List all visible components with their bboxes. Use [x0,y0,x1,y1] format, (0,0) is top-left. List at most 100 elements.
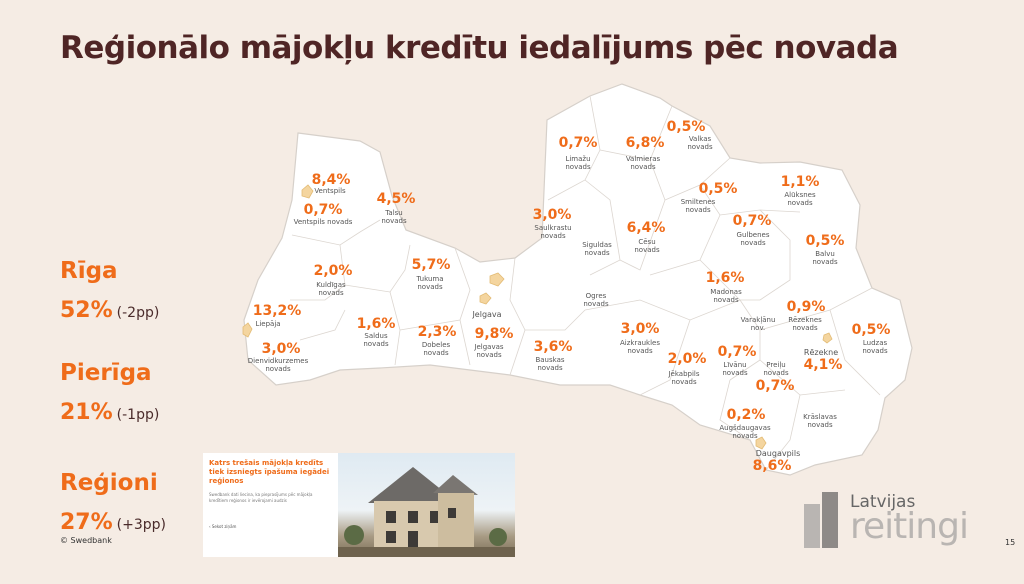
stat-pieriga-label: Pierīga [60,360,152,386]
logo-mark-icon [804,492,838,548]
tukuma-pct: 5,7% [411,257,451,273]
aluksnes-pct: 1,1% [780,174,820,190]
kuldigas-name: Kuldīgas novads [316,281,346,297]
latvijas-reitingi-logo: Latvijas reitingi [800,490,1000,550]
bauskas-name: Bauskas novads [535,356,565,372]
dienvidkurzemes-name: Dienvidkurzemes novads [247,357,309,373]
credit-text: © Swedbank [60,536,112,545]
ogres-name: Ogres novads [583,292,609,308]
kraslavas-name: Krāslavas novads [803,413,837,429]
rezekne-city-shape [822,332,833,344]
news-card[interactable]: Katrs trešais mājokļa kredīts tiek izsni… [203,453,515,557]
dobeles-name: Dobeles novads [421,341,451,357]
page-title: Reģionālo mājokļu kredītu iedalījums pēc… [60,30,899,66]
saulkrastu-pct: 3,0% [532,207,572,223]
dienvidkurzemes-pct: 3,0% [261,341,301,357]
house-photo [338,453,515,557]
liepaja-pct: 13,2% [252,303,302,319]
stat-pieriga-delta: (-1pp) [116,407,160,423]
ventspils-novads-pct: 0,7% [303,202,343,218]
stat-regioni-value: 27% (+3pp) [60,510,166,535]
talsu-pct: 4,5% [376,191,416,207]
stat-riga-label: Rīga [60,258,118,284]
page-number: 15 [1005,538,1016,547]
jelgavas-pct: 9,8% [474,326,514,342]
stat-riga-delta: (-2pp) [116,305,160,321]
rezekne-pct: 4,1% [803,357,843,373]
tukuma-name: Tukuma novads [416,275,444,291]
news-card-headline: Katrs trešais mājokļa kredīts tiek izsni… [209,459,330,486]
stat-riga-value: 52% (-2pp) [60,298,159,323]
ventspils-name: Ventspils [314,187,346,195]
preilu-name: Preiļu novads [763,361,789,377]
preilu-pct: 0,7% [755,378,795,394]
jelgavas-name: Jelgavas novads [474,343,504,359]
ventspils-pct: 8,4% [311,172,351,188]
stat-regioni-label: Reģioni [60,470,158,496]
daugavpils-pct: 8,6% [752,458,792,474]
bauskas-pct: 3,6% [533,339,573,355]
balvu-pct: 0,5% [805,233,845,249]
ludzas-pct: 0,5% [851,322,891,338]
jelgava-name: Jelgava [472,310,502,319]
cesu-name: Cēsu novads [634,238,660,254]
ventspils-city-shape [301,184,314,199]
saldus-pct: 1,6% [356,316,396,332]
logo-bottom-text: reitingi [850,506,969,547]
stat-regioni-delta: (+3pp) [116,517,167,533]
jekabpils-name: Jēkabpils novads [668,370,700,386]
smiltenes-name: Smiltenes novads [680,198,716,214]
aluksnes-name: Alūksnes novads [784,191,816,207]
rezekne-name: Rēzekne [803,348,839,357]
livanu-pct: 0,7% [717,344,757,360]
valmieras-pct: 6,8% [625,135,665,151]
daugavpils-city-shape [755,436,767,450]
news-card-text: Katrs trešais mājokļa kredīts tiek izsni… [203,453,338,557]
jelgava-city-shape [479,292,492,305]
news-card-button-label: Sekot ziņām [211,524,237,529]
ventspils-novads-name: Ventspils novads [293,218,353,226]
balvu-name: Balvu novads [812,250,838,266]
news-card-button[interactable]: ‹ Sekot ziņām [209,524,237,529]
saldus-name: Saldus novads [363,332,389,348]
stat-pieriga-value: 21% (-1pp) [60,400,159,425]
stat-regioni-percent: 27% [60,510,113,535]
saulkrastu-name: Saulkrastu novads [534,224,572,240]
rezeknes-nov-pct: 0,9% [786,299,826,315]
valmieras-name: Valmieras novads [625,155,661,171]
daugavpils-name: Daugavpils [755,449,801,458]
aizkraukles-pct: 3,0% [620,321,660,337]
augsdaugavas-pct: 0,2% [726,407,766,423]
valkas-name: Valkas novads [687,135,713,151]
valkas-pct: 0,5% [666,119,706,135]
limazu-name: Limažu novads [565,155,591,171]
news-card-subtext: Swedbank dati liecina, ka pieprasījums p… [209,492,313,503]
varaklanu-name: Varakļānu nov. [740,316,776,332]
ludzas-name: Ludzas novads [862,339,888,355]
madonas-pct: 1,6% [705,270,745,286]
riga-city-shape [489,272,505,287]
stat-riga-percent: 52% [60,298,113,323]
gulbenes-pct: 0,7% [732,213,772,229]
kuldigas-pct: 2,0% [313,263,353,279]
liepaja-name: Liepāja [255,320,281,328]
siguldas-name: Siguldas novads [582,241,612,257]
dobeles-pct: 2,3% [417,324,457,340]
augsdaugavas-name: Augšdaugavas novads [719,424,771,440]
jekabpils-pct: 2,0% [667,351,707,367]
talsu-name: Talsu novads [381,209,407,225]
cesu-pct: 6,4% [626,220,666,236]
logo-top-text: Latvijas [850,492,916,512]
liepaja-city-shape [242,322,253,338]
livanu-name: Līvānu novads [722,361,748,377]
aizkraukles-name: Aizkraukles novads [619,339,661,355]
limazu-pct: 0,7% [558,135,598,151]
stat-pieriga-percent: 21% [60,400,113,425]
madonas-name: Madonas novads [710,288,742,304]
gulbenes-name: Gulbenes novads [736,231,770,247]
rezeknes-nov-name: Rēzeknes novads [788,316,822,332]
smiltenes-pct: 0,5% [698,181,738,197]
house-illustration [338,467,515,557]
